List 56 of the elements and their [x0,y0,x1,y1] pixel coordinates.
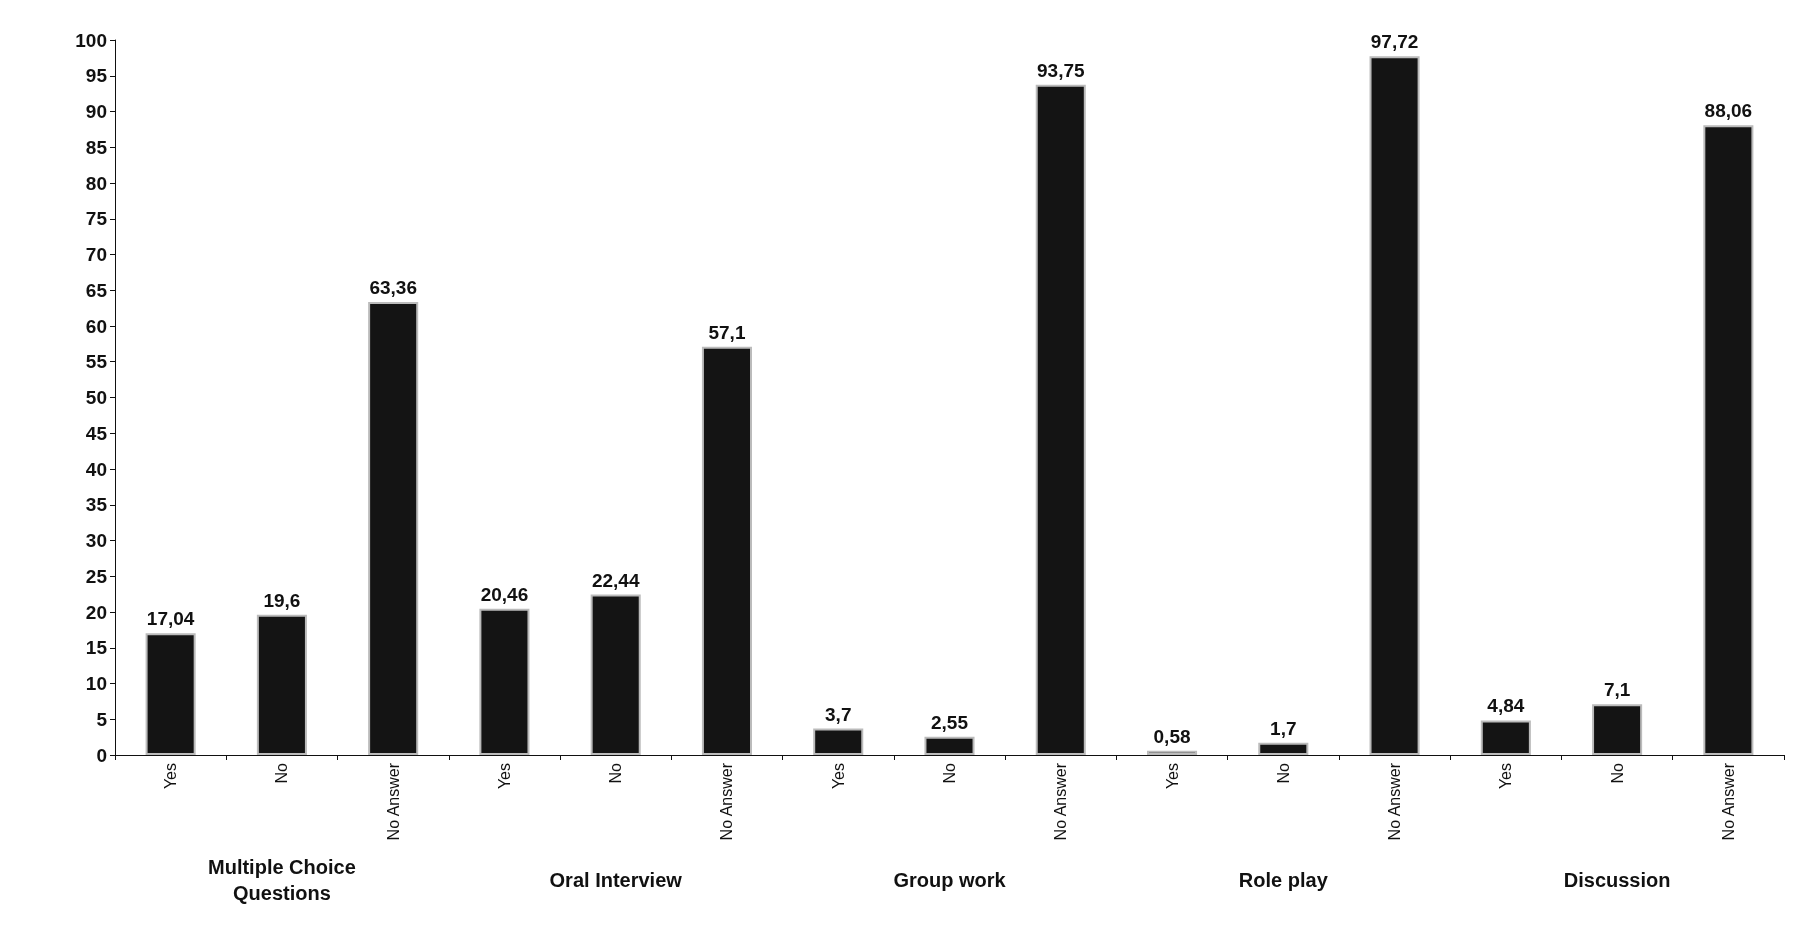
y-tick-label: 25 [85,565,108,587]
data-label: 93,75 [1036,59,1085,81]
y-tick-label: 70 [85,244,107,265]
y-tick-label: 30 [85,530,107,551]
x-tick-label: No [273,762,291,784]
data-label: 1,7 [1270,717,1297,739]
data-label: 97,72 [1370,31,1419,53]
y-tick-label: 80 [85,172,107,194]
y-tick-label: 20 [85,601,107,623]
y-tick-label: 15 [85,637,108,659]
y-tick-label: 10 [85,673,107,694]
text: Role play [1238,869,1329,891]
text: Multiple Choice Questions [208,856,356,904]
data-label: 20,46 [480,583,529,605]
x-tick-label: No Answer [1052,762,1070,841]
x-tick-label: No Answer [384,762,402,841]
x-tick-label: No Answer [718,762,736,841]
y-tick-label: 5 [96,708,108,730]
y-tick-label: 95 [85,65,108,87]
data-label: 3,7 [825,703,852,725]
y-tick-label: 100 [75,29,107,51]
data-label: 22,44 [591,569,640,591]
y-tick-label: 65 [85,279,108,301]
y-tick-label: 85 [85,136,108,158]
y-tick-label: 45 [85,422,108,444]
data-label: 7,1 [1603,679,1631,701]
text: Discussion [1563,869,1671,891]
x-tick-label: No Answer [1386,762,1404,841]
x-tick-label: Yes [1497,763,1515,790]
y-tick-label: 0 [96,744,107,766]
y-tick-label: 75 [85,208,108,230]
x-tick-label: No [1274,762,1292,784]
y-tick-label: 55 [85,351,108,373]
y-tick-label: 40 [85,458,107,480]
text: Group work [893,869,1007,891]
data-label: 2,55 [931,711,969,733]
x-tick-label: Yes [829,763,847,790]
data-label: 19,6 [263,589,301,611]
x-tick-label: Yes [162,763,180,790]
data-label: 17,04 [146,608,195,630]
x-tick-label: No [941,762,958,784]
data-label: 57,1 [708,321,746,343]
y-tick-label: 90 [85,101,107,122]
y-tick-label: 60 [85,315,107,337]
data-label: 63,36 [369,276,417,298]
data-label: 0,58 [1153,725,1191,747]
x-tick-label: Yes [495,763,513,790]
x-tick-label: No [607,762,625,784]
x-tick-label: Yes [1163,763,1181,790]
y-tick-label: 50 [85,387,107,408]
x-tick-label: No [1608,762,1626,784]
x-tick-label: No Answer [1719,762,1737,841]
text: Oral Interview [549,869,683,891]
data-label: 4,84 [1487,695,1525,717]
data-label: 88,06 [1704,100,1753,122]
y-tick-label: 35 [85,494,108,516]
